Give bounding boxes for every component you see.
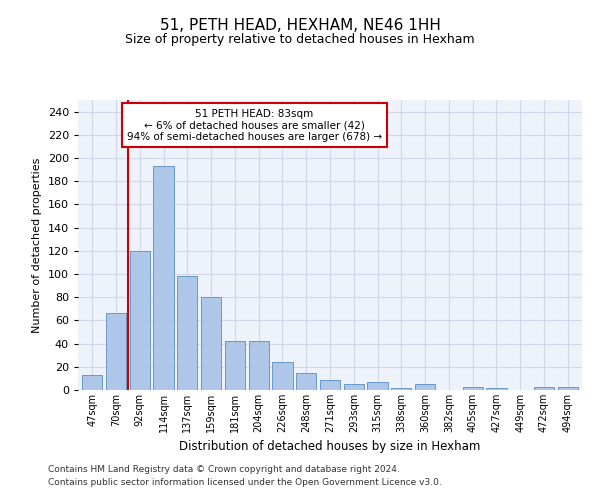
Bar: [487, 388, 506, 390]
Bar: [320, 380, 340, 390]
Bar: [534, 386, 554, 390]
Y-axis label: Number of detached properties: Number of detached properties: [32, 158, 42, 332]
Bar: [557, 386, 578, 390]
Bar: [177, 276, 197, 390]
Bar: [367, 382, 388, 390]
Bar: [463, 386, 483, 390]
Bar: [201, 297, 221, 390]
Bar: [296, 372, 316, 390]
Text: Contains HM Land Registry data © Crown copyright and database right 2024.: Contains HM Land Registry data © Crown c…: [48, 466, 400, 474]
Bar: [248, 342, 269, 390]
Bar: [272, 362, 293, 390]
Text: Contains public sector information licensed under the Open Government Licence v3: Contains public sector information licen…: [48, 478, 442, 487]
Bar: [82, 375, 103, 390]
Bar: [391, 388, 412, 390]
X-axis label: Distribution of detached houses by size in Hexham: Distribution of detached houses by size …: [179, 440, 481, 454]
Bar: [106, 314, 126, 390]
Bar: [154, 166, 173, 390]
Text: Size of property relative to detached houses in Hexham: Size of property relative to detached ho…: [125, 32, 475, 46]
Bar: [344, 384, 364, 390]
Bar: [415, 384, 435, 390]
Bar: [130, 251, 150, 390]
Bar: [225, 342, 245, 390]
Text: 51 PETH HEAD: 83sqm
← 6% of detached houses are smaller (42)
94% of semi-detache: 51 PETH HEAD: 83sqm ← 6% of detached hou…: [127, 108, 382, 142]
Text: 51, PETH HEAD, HEXHAM, NE46 1HH: 51, PETH HEAD, HEXHAM, NE46 1HH: [160, 18, 440, 32]
